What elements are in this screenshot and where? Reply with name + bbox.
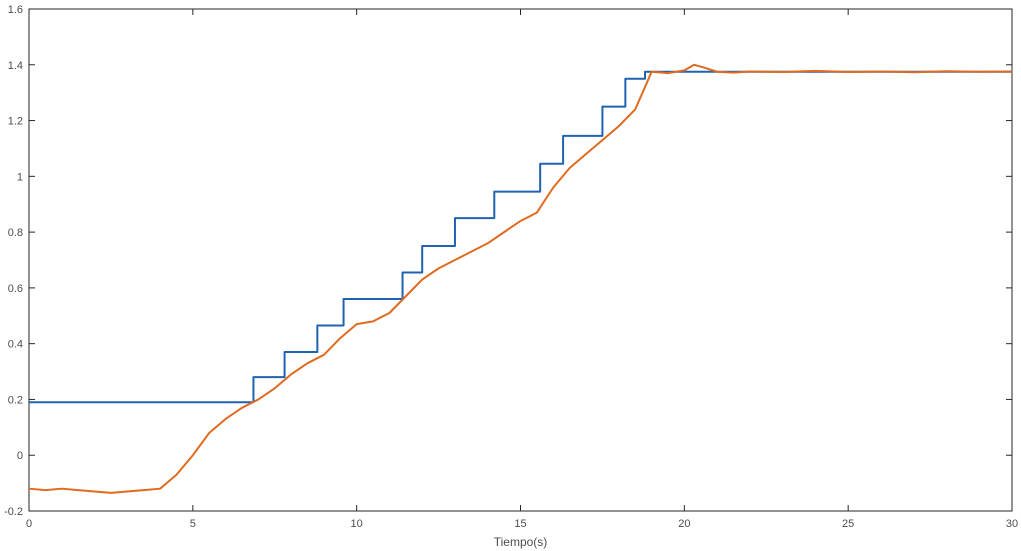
y-tick-label: 1 [17,171,23,183]
x-tick-label: 20 [678,518,690,530]
series-line-2 [28,63,1013,494]
y-tick-label: 0.6 [8,283,23,295]
y-tick-label: 1.4 [8,60,23,72]
y-tick-label: 1.6 [8,4,23,16]
series-line-1 [29,70,1012,404]
y-tick-label: 1.2 [8,116,23,128]
plot-area [28,8,1013,512]
y-tick-label: 0.8 [8,227,23,239]
x-tick-label: 10 [351,518,363,530]
y-tick-label: -0.2 [4,506,23,518]
y-tick-label: 0.4 [8,339,23,351]
x-tick-label: 0 [26,518,32,530]
x-tick-label: 30 [1006,518,1018,530]
x-tick-label: 25 [842,518,854,530]
x-axis-title: Tiempo(s) [494,535,548,549]
y-tick-label: 0.2 [8,394,23,406]
x-tick-label: 5 [190,518,196,530]
x-tick-label: 15 [514,518,526,530]
y-tick-label: 0 [17,450,23,462]
